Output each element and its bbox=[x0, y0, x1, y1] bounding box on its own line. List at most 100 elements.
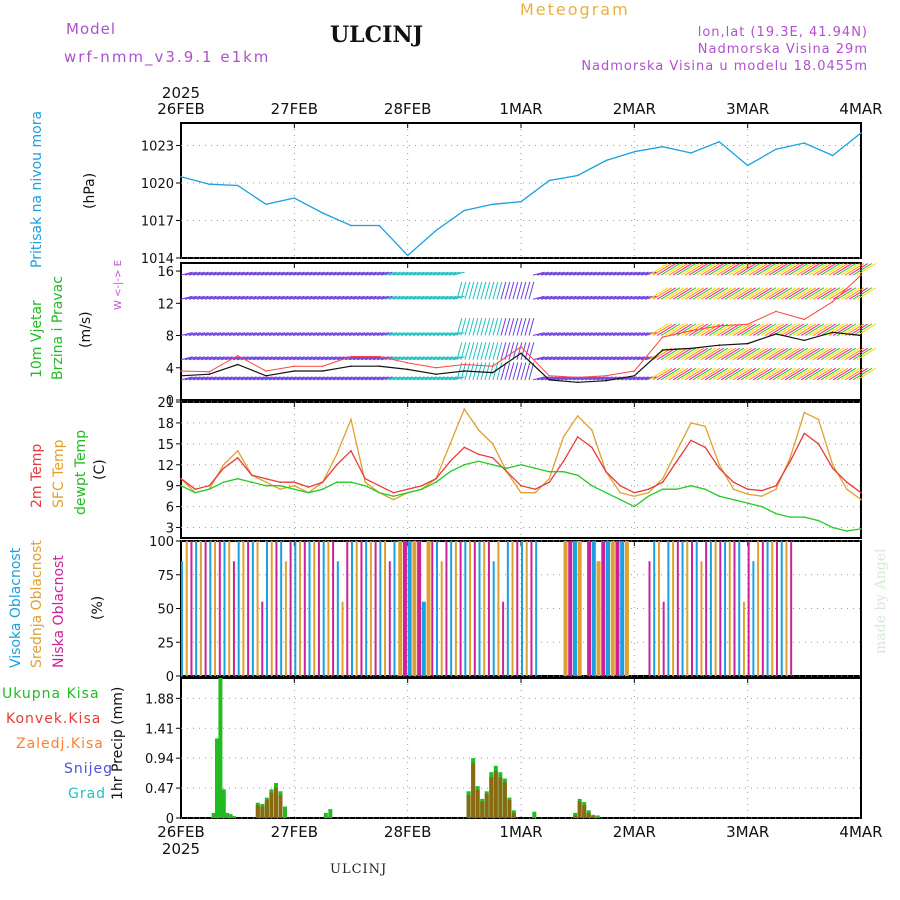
wind-arrow bbox=[848, 263, 869, 276]
wind-arrow bbox=[772, 347, 793, 361]
wind-arrow bbox=[640, 332, 653, 337]
temp2m-line-point bbox=[562, 460, 565, 463]
wind-arrow bbox=[284, 356, 297, 361]
dewpt-line-point bbox=[506, 467, 508, 470]
wind-arrow bbox=[464, 342, 471, 360]
wind-arrow bbox=[456, 342, 463, 360]
cloud-bar bbox=[313, 541, 316, 676]
wind-arrow bbox=[840, 287, 861, 300]
dewpt-line-point bbox=[491, 463, 494, 466]
wind-arrow bbox=[324, 332, 337, 337]
wind-arrow bbox=[404, 332, 417, 337]
wind-arrow bbox=[336, 356, 349, 361]
cloud-bar bbox=[691, 541, 693, 676]
wind-arrow bbox=[344, 376, 357, 381]
wind-arrow bbox=[724, 367, 745, 381]
wind-arrow bbox=[552, 376, 565, 381]
wind-arrow bbox=[196, 332, 209, 337]
wind-arrow bbox=[528, 318, 535, 336]
top-date-label: 28FEB bbox=[384, 100, 431, 118]
wind-arrow bbox=[180, 376, 193, 381]
wind-arrow bbox=[616, 271, 629, 276]
wind-arrow bbox=[540, 332, 553, 337]
wind-arrow bbox=[756, 287, 777, 300]
wind-arrow bbox=[712, 367, 733, 381]
wind-arrow bbox=[272, 271, 285, 276]
wind-arrow bbox=[712, 287, 733, 300]
wind-gust-line-point bbox=[463, 363, 466, 366]
sfc-temp-line-point bbox=[293, 484, 296, 487]
wind-arrow bbox=[216, 356, 229, 361]
wind-arrow bbox=[788, 287, 809, 300]
cloud-bar bbox=[459, 541, 462, 676]
wind-arrow bbox=[372, 271, 385, 276]
wind-arrow bbox=[532, 376, 545, 381]
cloud-bar bbox=[483, 541, 486, 676]
wind-arrow bbox=[356, 271, 369, 276]
wind-arrow bbox=[432, 356, 445, 361]
wind-arrow bbox=[656, 287, 677, 300]
wind-arrow bbox=[828, 263, 849, 276]
wind-arrow bbox=[340, 271, 353, 276]
temp2m-line-point bbox=[251, 474, 253, 477]
wind-arrow bbox=[844, 347, 865, 361]
wind-gust-line-point bbox=[265, 370, 267, 372]
wind-arrow bbox=[232, 271, 245, 276]
wind-arrow bbox=[248, 376, 261, 381]
precip-total-bar bbox=[225, 812, 230, 818]
wind-arrow bbox=[708, 367, 729, 381]
wind-arrow bbox=[560, 332, 573, 337]
wind-arrow bbox=[364, 271, 377, 276]
wind-arrow bbox=[344, 332, 357, 337]
wind-arrow bbox=[376, 376, 389, 381]
cloud-bar bbox=[511, 541, 514, 676]
dewpt-line-point bbox=[647, 495, 650, 497]
wind-arrow bbox=[728, 263, 749, 276]
wind-arrow bbox=[568, 332, 581, 337]
bottom-date-label: 27FEB bbox=[271, 823, 318, 841]
wind-arrow bbox=[640, 295, 653, 300]
cloud-bar bbox=[676, 541, 679, 676]
wind-arrow bbox=[372, 376, 385, 381]
wind-arrow bbox=[764, 347, 785, 361]
wind-arrow bbox=[384, 332, 397, 337]
dewpt-line-point bbox=[576, 474, 579, 477]
wind-arrow bbox=[264, 295, 277, 300]
wind-arrow bbox=[508, 318, 515, 336]
wind-arrow bbox=[656, 347, 677, 361]
wind-arrow bbox=[836, 287, 857, 300]
cloud-bar bbox=[695, 541, 698, 676]
cloud-bar bbox=[303, 541, 306, 676]
wind-arrow bbox=[728, 347, 749, 361]
wind-arrow bbox=[704, 287, 725, 300]
wind-arrow bbox=[852, 287, 873, 300]
precip-conv-bar bbox=[507, 800, 512, 818]
wind-arrow bbox=[200, 332, 213, 337]
wind-arrow bbox=[348, 376, 361, 381]
wind-arrow bbox=[240, 332, 253, 337]
wind-arrow bbox=[248, 271, 261, 276]
top-date-label: 2MAR bbox=[613, 100, 656, 118]
wind-arrow bbox=[452, 332, 465, 337]
wind-arrow bbox=[368, 376, 381, 381]
wind-gust-line-point bbox=[690, 329, 692, 332]
wind-arrow bbox=[256, 356, 269, 361]
wind-arrow bbox=[556, 295, 569, 300]
dewpt-line-point bbox=[251, 481, 253, 484]
wind-arrow bbox=[208, 376, 221, 381]
wind-gust-line-point bbox=[548, 375, 551, 377]
wind-speed-line-point bbox=[491, 371, 494, 374]
temp2m-line-point bbox=[449, 460, 451, 463]
cloud-bar bbox=[280, 541, 283, 676]
wind-arrow bbox=[500, 281, 507, 300]
cloud-bar bbox=[487, 541, 490, 676]
wind-arrow bbox=[652, 323, 673, 336]
wind-arrow bbox=[504, 362, 511, 380]
ytick-label: 12 bbox=[157, 459, 174, 474]
wind-arrow bbox=[820, 263, 841, 276]
wind-arrow bbox=[624, 271, 637, 276]
wind-arrow bbox=[536, 356, 549, 361]
pressure-line-point bbox=[548, 179, 551, 182]
wind-arrow bbox=[416, 271, 429, 276]
wind-arrow bbox=[184, 271, 197, 276]
